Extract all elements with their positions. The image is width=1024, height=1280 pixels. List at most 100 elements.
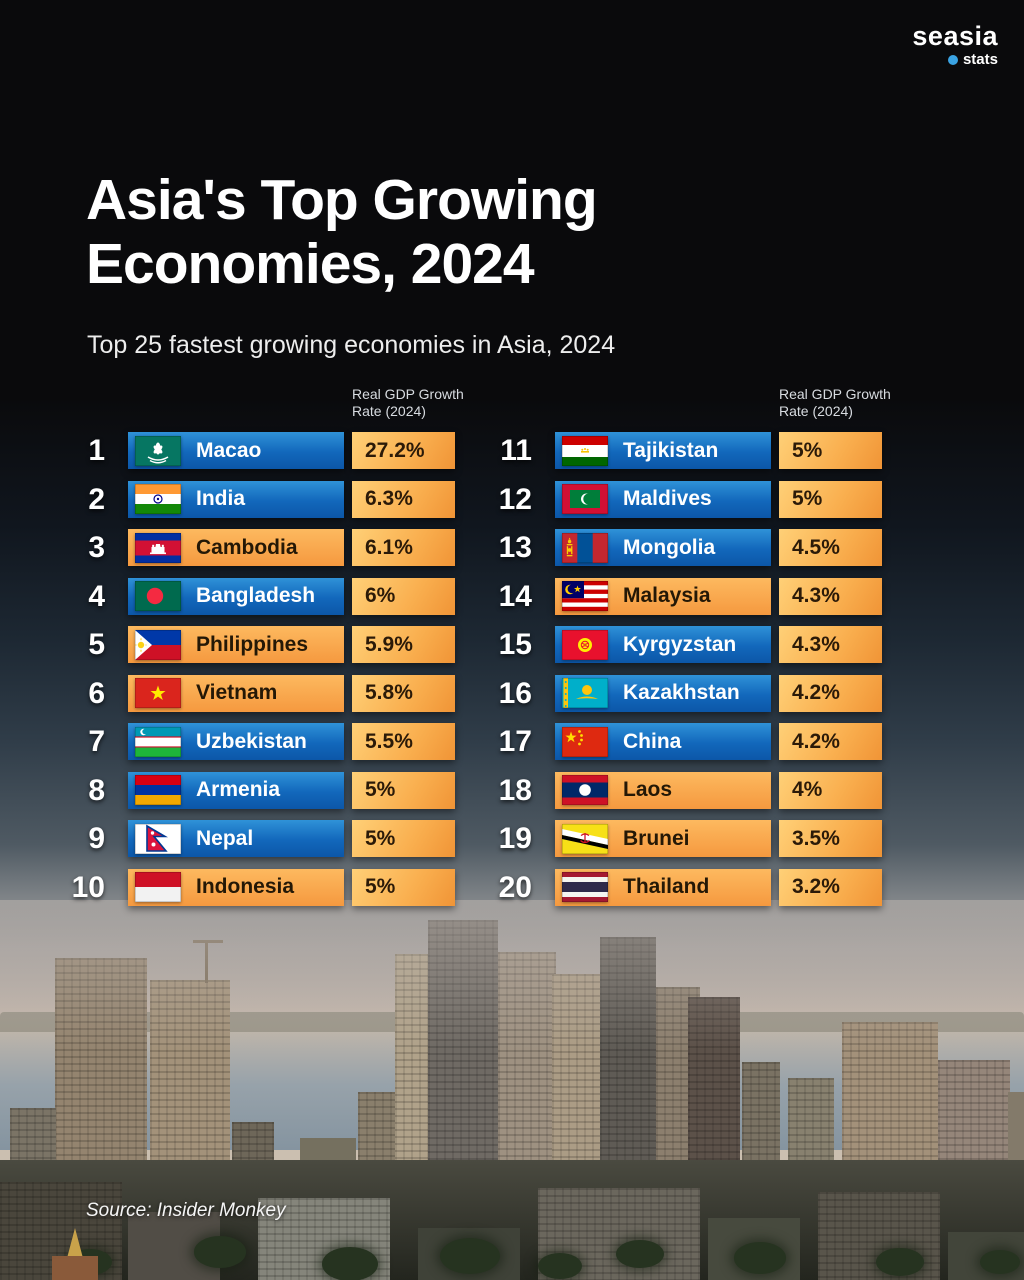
country-bar: Brunei — [555, 820, 771, 857]
country-name: Kyrgyzstan — [623, 632, 737, 656]
ranking-row: 13 Mongolia 4.5% — [482, 529, 882, 566]
ranking-row: 18 Laos 4% — [482, 771, 882, 809]
ranking-row: 9 Nepal 5% — [55, 820, 455, 857]
country-flag-icon — [135, 629, 181, 660]
gdp-value: 4.2% — [779, 723, 882, 760]
temple-roof — [52, 1256, 98, 1280]
rank-number: 17 — [498, 725, 532, 758]
rank-number: 6 — [88, 676, 105, 710]
ranking-row: 8 Armenia 5% — [55, 771, 455, 809]
country-flag-icon — [135, 678, 181, 708]
country-bar: Bangladesh — [128, 577, 344, 615]
ranking-row: 12 Maldives 5% — [482, 480, 882, 518]
gdp-value: 4.3% — [779, 626, 882, 663]
source-credit: Source: Insider Monkey — [86, 1200, 286, 1221]
country-bar: Laos — [555, 771, 771, 809]
country-flag-icon — [135, 872, 181, 902]
rank-number: 1 — [88, 434, 105, 467]
country-bar: Macao — [128, 432, 344, 469]
country-bar: Cambodia — [128, 529, 344, 566]
gdp-value: 5% — [352, 820, 455, 857]
country-name: Armenia — [196, 778, 281, 801]
country-name: Nepal — [196, 826, 254, 850]
gdp-value: 5% — [352, 868, 455, 906]
country-flag-icon — [135, 435, 181, 466]
country-name: Uzbekistan — [196, 729, 307, 753]
rank-number: 5 — [88, 628, 105, 661]
ranking-row: 19 Brunei 3.5% — [482, 820, 882, 857]
rank-number: 14 — [498, 579, 532, 613]
country-flag-icon — [562, 484, 608, 514]
ranking-column-left: 1 Macao 27.2% 2 India 6.3% 3 Cambodia 6.… — [55, 432, 455, 917]
gdp-value: 5.9% — [352, 626, 455, 663]
gdp-value: 3.5% — [779, 820, 882, 857]
country-bar: Malaysia — [555, 577, 771, 615]
title-line-2: Economies, 2024 — [86, 232, 535, 296]
subtitle: Top 25 fastest growing economies in Asia… — [87, 331, 616, 359]
country-bar: Nepal — [128, 820, 344, 857]
country-name: Macao — [196, 438, 262, 462]
rank-number: 10 — [71, 870, 105, 904]
gdp-value: 27.2% — [352, 432, 455, 469]
country-bar: China — [555, 723, 771, 760]
logo-dot-icon — [947, 54, 958, 65]
country-flag-icon — [562, 726, 608, 757]
country-name: China — [623, 729, 682, 753]
ranking-row: 1 Macao 27.2% — [55, 432, 455, 469]
ranking-row: 7 Uzbekistan 5.5% — [55, 723, 455, 760]
country-flag-icon — [562, 581, 608, 611]
brand-sub-label: stats — [962, 51, 998, 68]
country-flag-icon — [135, 484, 181, 514]
rank-number: 4 — [88, 579, 105, 613]
ranking-row: 3 Cambodia 6.1% — [55, 529, 455, 566]
country-bar: Tajikistan — [555, 432, 771, 469]
country-flag-icon — [562, 629, 608, 660]
country-flag-icon — [135, 532, 181, 563]
country-name: Vietnam — [196, 681, 278, 704]
country-name: Kazakhstan — [623, 681, 740, 704]
gdp-value: 5.8% — [352, 674, 455, 712]
gdp-value: 5.5% — [352, 723, 455, 760]
country-bar: Mongolia — [555, 529, 771, 566]
rank-number: 8 — [88, 773, 105, 807]
country-flag-icon — [562, 872, 608, 902]
ranking-row: 15 Kyrgyzstan 4.3% — [482, 626, 882, 663]
country-flag-icon — [562, 775, 608, 805]
country-name: Brunei — [623, 826, 690, 850]
country-name: Maldives — [623, 487, 712, 510]
country-name: Laos — [623, 778, 673, 801]
ranking-row: 14 Malaysia 4.3% — [482, 577, 882, 615]
country-bar: Indonesia — [128, 868, 344, 906]
country-flag-icon — [562, 532, 608, 563]
gdp-value: 4% — [779, 771, 882, 809]
country-name: Cambodia — [196, 535, 298, 559]
rank-number: 19 — [498, 822, 532, 855]
temple-spire — [66, 1228, 84, 1262]
country-name: Indonesia — [196, 875, 295, 898]
country-flag-icon — [562, 435, 608, 466]
ranking-row: 5 Philippines 5.9% — [55, 626, 455, 663]
rank-number: 20 — [498, 870, 532, 904]
country-bar: Vietnam — [128, 674, 344, 712]
gdp-value: 5% — [779, 480, 882, 518]
country-bar: Uzbekistan — [128, 723, 344, 760]
country-bar: Thailand — [555, 868, 771, 906]
country-name: Tajikistan — [623, 438, 719, 462]
page-title: Asia's Top Growing Economies, 2024 — [86, 168, 598, 296]
gdp-value: 5% — [779, 432, 882, 469]
rank-number: 18 — [498, 773, 532, 807]
brand-name: seasia — [912, 21, 998, 51]
country-flag-icon — [135, 581, 181, 611]
brand-logo: seasia stats — [912, 22, 998, 68]
gdp-value: 4.2% — [779, 674, 882, 712]
gdp-value: 6% — [352, 577, 455, 615]
column-header-left: Real GDP Growth Rate (2024) — [352, 386, 464, 419]
country-name: Bangladesh — [196, 584, 316, 607]
country-bar: Armenia — [128, 771, 344, 809]
rank-number: 9 — [88, 822, 105, 855]
ranking-row: 16 Kazakhstan 4.2% — [482, 674, 882, 712]
rank-number: 15 — [498, 628, 532, 661]
gdp-value: 6.1% — [352, 529, 455, 566]
